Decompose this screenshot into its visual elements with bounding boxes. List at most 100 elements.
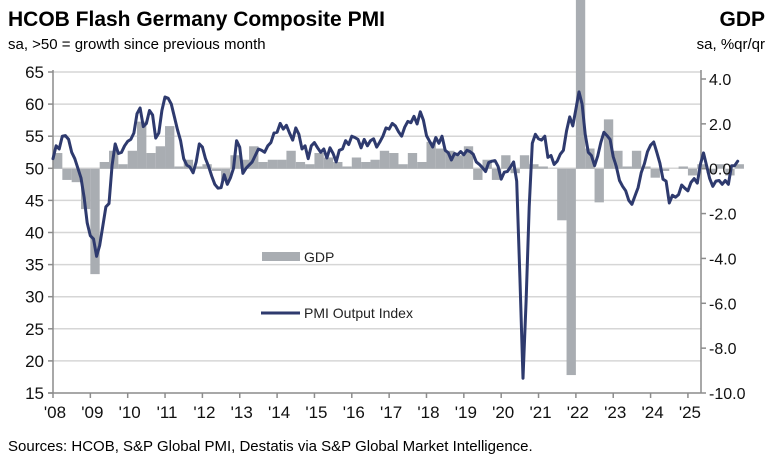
gdp-bar: [239, 159, 250, 169]
gdp-bar: [501, 155, 511, 169]
gdp-bar: [211, 168, 222, 171]
gdp-bar: [594, 168, 604, 203]
left-tick-label: 15: [25, 384, 44, 403]
x-tick-label: '16: [343, 403, 365, 422]
gdp-bar: [137, 121, 147, 169]
gdp-bar: [613, 150, 623, 169]
gdp-bar: [174, 166, 184, 169]
left-tick-label: 35: [25, 256, 44, 275]
chart-subtitle: sa, >50 = growth since previous month: [8, 36, 266, 53]
gdp-bar: [118, 164, 128, 169]
gdp-bar: [277, 159, 287, 169]
gdp-bar: [463, 146, 474, 169]
gdp-bar: [165, 126, 175, 169]
gdp-bar: [305, 164, 315, 169]
left-tick-label: 65: [25, 63, 44, 82]
x-tick-label: '19: [455, 403, 477, 422]
x-tick-label: '10: [119, 403, 141, 422]
gdp-bar: [286, 150, 296, 169]
gdp-bar: [407, 153, 418, 169]
x-tick-label: '18: [417, 403, 439, 422]
left-tick-label: 50: [25, 159, 44, 178]
right-tick-label: -8.0: [709, 341, 737, 358]
gdp-bar: [697, 164, 707, 169]
gdp-bar: [687, 168, 698, 176]
right-tick-label: 0.0: [709, 162, 731, 179]
gdp-bar: [351, 157, 362, 169]
x-tick-label: '12: [193, 403, 215, 422]
gdp-bar: [146, 153, 156, 169]
gdp-bar: [379, 150, 390, 169]
gdp-bar: [53, 153, 63, 169]
gdp-bar: [71, 168, 82, 183]
left-tick-label: 30: [25, 288, 44, 307]
gdp-bar: [435, 148, 446, 169]
left-tick-label: 40: [25, 224, 44, 243]
gdp-bar: [221, 168, 231, 180]
gdp-bar: [659, 168, 670, 171]
left-tick-label: 20: [25, 352, 44, 371]
gdp-bar: [398, 164, 408, 169]
gdp-bar: [641, 166, 651, 169]
right-tick-label: -6.0: [709, 296, 737, 313]
gdp-bar: [99, 161, 110, 169]
gdp-bar: [491, 168, 502, 180]
gdp-bar: [473, 168, 483, 180]
x-tick-label: '21: [529, 403, 551, 422]
gdp-bar: [127, 150, 138, 169]
gdp-bar: [529, 164, 539, 169]
gdp-bar: [370, 159, 380, 169]
x-tick-label: '20: [492, 403, 514, 422]
gdp-bar: [295, 161, 306, 169]
right-axis-title: GDP: [719, 8, 765, 31]
x-tick-label: '08: [44, 403, 66, 422]
legend-gdp-label: GDP: [304, 249, 334, 265]
left-tick-label: 60: [25, 95, 44, 114]
x-tick-label: '22: [567, 403, 589, 422]
right-tick-label: 2.0: [709, 117, 731, 134]
left-tick-label: 25: [25, 320, 44, 339]
gdp-bar: [519, 155, 530, 169]
legend-pmi-label: PMI Output Index: [304, 305, 413, 321]
x-tick-label: '09: [81, 403, 103, 422]
x-tick-label: '24: [642, 403, 664, 422]
left-tick-label: 45: [25, 191, 44, 210]
x-tick-label: '17: [380, 403, 402, 422]
gdp-bar: [454, 155, 464, 169]
gdp-bar: [557, 168, 567, 221]
gdp-bar: [734, 164, 744, 169]
gdp-bars: [53, 0, 744, 376]
gdp-bar: [389, 153, 399, 169]
right-tick-label: -4.0: [709, 251, 737, 268]
right-axis-subtitle: sa, %qr/qr: [696, 36, 765, 53]
gdp-bar: [706, 168, 716, 174]
gdp-bar: [314, 153, 324, 169]
right-tick-label: 4.0: [709, 72, 731, 89]
gdp-bar: [258, 161, 268, 169]
gdp-bar: [538, 166, 548, 169]
gdp-bar: [342, 166, 352, 169]
pmi-line-group: [51, 90, 740, 380]
x-tick-label: '25: [679, 403, 701, 422]
gdp-bar: [90, 168, 100, 275]
x-tick-label: '15: [305, 403, 327, 422]
gdp-bar: [622, 166, 632, 169]
right-tick-label: -10.0: [709, 386, 746, 403]
legend-gdp-swatch: [262, 252, 300, 261]
gdp-bar: [81, 168, 91, 210]
gdp-bar: [426, 141, 436, 169]
x-tick-label: '23: [604, 403, 626, 422]
chart-title: HCOB Flash Germany Composite PMI: [8, 8, 385, 31]
gdp-bar: [333, 161, 343, 169]
gdp-bar: [183, 159, 194, 169]
gdp-bar: [417, 161, 427, 169]
gdp-bar: [678, 166, 688, 169]
gdp-bar: [715, 164, 726, 169]
gdp-bar: [62, 168, 72, 180]
gdp-bar: [193, 166, 203, 169]
left-tick-label: 55: [25, 127, 44, 146]
gdp-bar: [267, 159, 278, 169]
x-tick-label: '11: [157, 403, 178, 422]
gdp-bar: [603, 119, 614, 169]
